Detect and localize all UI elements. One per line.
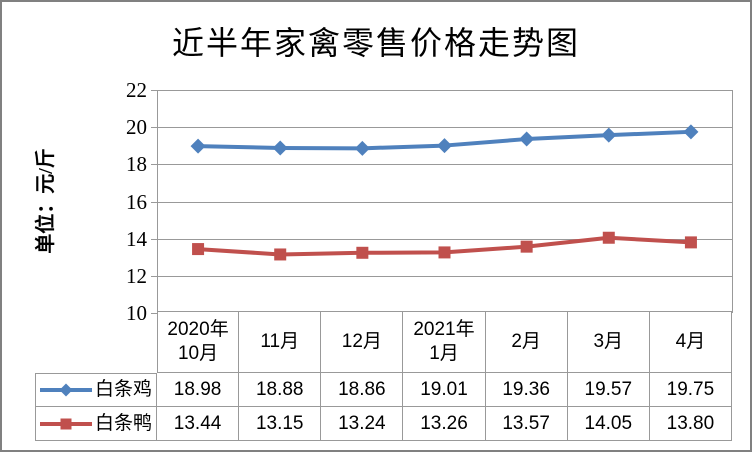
y-tick-label: 20 bbox=[126, 115, 147, 140]
month-header-cell: 4月 bbox=[649, 311, 732, 373]
month-header-cell: 3月 bbox=[567, 311, 650, 373]
legend-cell: 白条鸭 bbox=[35, 407, 157, 441]
value-cell: 13.15 bbox=[239, 407, 322, 441]
month-header-cell: 2021年 1月 bbox=[403, 311, 486, 373]
y-axis-tick-labels: 22 20 18 16 14 12 10 bbox=[2, 2, 147, 450]
value-cell: 13.24 bbox=[321, 407, 404, 441]
square-marker bbox=[356, 246, 369, 259]
square-marker bbox=[602, 231, 615, 244]
month-header-cell: 11月 bbox=[239, 311, 322, 373]
value-cell: 19.01 bbox=[403, 373, 486, 407]
y-tick-label: 22 bbox=[126, 78, 147, 102]
value-cell: 13.80 bbox=[649, 407, 732, 441]
value-cell: 19.36 bbox=[485, 373, 568, 407]
y-tick-label: 18 bbox=[126, 152, 147, 177]
square-marker bbox=[684, 236, 697, 249]
legend-key-square-icon bbox=[40, 418, 92, 429]
value-cell: 14.05 bbox=[567, 407, 650, 441]
value-cell: 18.88 bbox=[239, 373, 322, 407]
diamond-marker bbox=[601, 127, 617, 143]
square-marker bbox=[520, 240, 533, 253]
value-cell: 13.26 bbox=[403, 407, 486, 441]
y-tick-label: 12 bbox=[126, 263, 147, 288]
value-cell: 18.86 bbox=[321, 373, 404, 407]
diamond-marker bbox=[683, 124, 699, 140]
square-marker bbox=[192, 243, 205, 256]
y-tick-label: 10 bbox=[126, 301, 147, 325]
diamond-marker bbox=[437, 138, 452, 154]
diamond-marker bbox=[354, 140, 370, 156]
diamond-marker bbox=[272, 140, 288, 156]
series-name: 白条鸡 bbox=[95, 379, 153, 401]
y-tick-label: 14 bbox=[126, 226, 147, 251]
series-name: 白条鸭 bbox=[95, 412, 153, 434]
value-cell: 18.98 bbox=[157, 373, 240, 407]
month-header-cell: 2020年 10月 bbox=[157, 311, 240, 373]
value-cell: 19.75 bbox=[649, 373, 732, 407]
square-marker bbox=[274, 248, 287, 261]
month-header-cell: 2月 bbox=[485, 311, 568, 373]
chart-title: 近半年家禽零售价格走势图 bbox=[171, 25, 580, 61]
data-table: 2020年 10月 11月 12月 2021年 1月 2月 3月 4月 白条鸡 18.98 18.… bbox=[35, 311, 732, 441]
diamond-marker bbox=[519, 131, 535, 147]
value-cell: 13.44 bbox=[157, 407, 240, 441]
legend-cell: 白条鸡 bbox=[35, 373, 157, 407]
value-cell: 19.57 bbox=[567, 373, 650, 407]
y-tick-label: 16 bbox=[126, 189, 147, 214]
month-header-cell: 12月 bbox=[321, 311, 404, 373]
square-marker bbox=[438, 246, 451, 259]
value-cell: 13.57 bbox=[485, 407, 568, 441]
diamond-marker bbox=[190, 138, 206, 154]
legend-key-diamond-icon bbox=[40, 383, 92, 397]
